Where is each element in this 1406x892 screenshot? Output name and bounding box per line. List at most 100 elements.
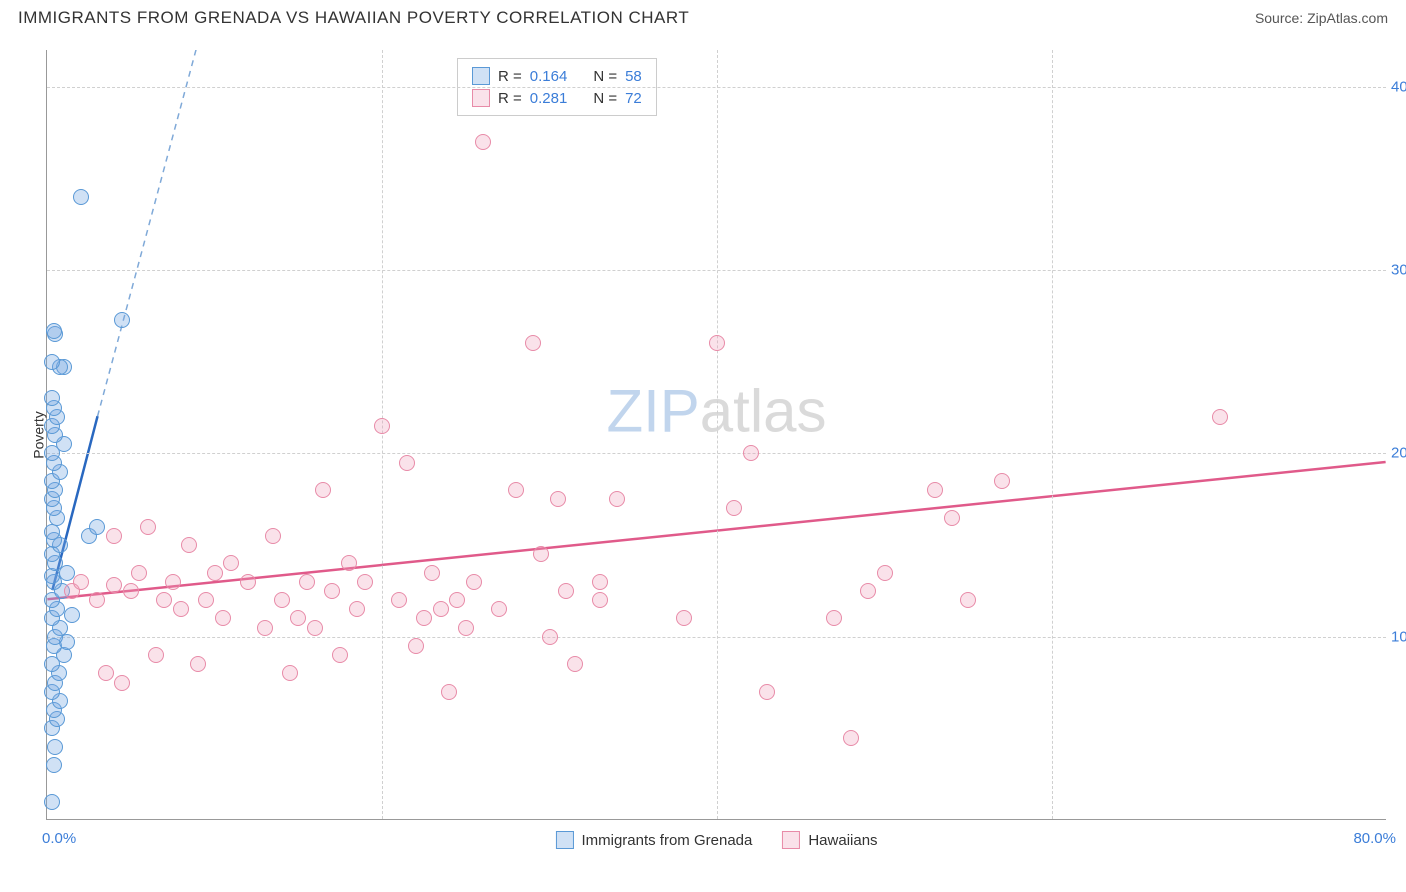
r-value-series2: 0.281 bbox=[530, 90, 568, 107]
data-point bbox=[315, 482, 331, 498]
legend-row-series1: R = 0.164 N = 58 bbox=[472, 65, 642, 87]
data-point bbox=[44, 354, 60, 370]
data-point bbox=[550, 491, 566, 507]
chart-header: IMMIGRANTS FROM GRENADA VS HAWAIIAN POVE… bbox=[0, 0, 1406, 32]
data-point bbox=[148, 647, 164, 663]
data-point bbox=[307, 620, 323, 636]
data-point bbox=[240, 574, 256, 590]
r-label: R = bbox=[498, 90, 522, 107]
data-point bbox=[944, 510, 960, 526]
data-point bbox=[114, 312, 130, 328]
legend-swatch-series2 bbox=[472, 89, 490, 107]
data-point bbox=[106, 577, 122, 593]
data-point bbox=[458, 620, 474, 636]
data-point bbox=[567, 656, 583, 672]
data-point bbox=[349, 601, 365, 617]
data-point bbox=[156, 592, 172, 608]
data-point bbox=[341, 555, 357, 571]
data-point bbox=[47, 739, 63, 755]
data-point bbox=[592, 574, 608, 590]
data-point bbox=[676, 610, 692, 626]
y-tick-label: 30.0% bbox=[1391, 262, 1406, 279]
data-point bbox=[73, 189, 89, 205]
data-point bbox=[265, 528, 281, 544]
data-point bbox=[994, 473, 1010, 489]
data-point bbox=[46, 757, 62, 773]
data-point bbox=[140, 519, 156, 535]
data-point bbox=[299, 574, 315, 590]
x-gridline bbox=[717, 50, 718, 819]
data-point bbox=[843, 730, 859, 746]
source-name: ZipAtlas.com bbox=[1307, 10, 1388, 26]
data-point bbox=[558, 583, 574, 599]
data-point bbox=[759, 684, 775, 700]
data-point bbox=[73, 574, 89, 590]
legend-label-series1: Immigrants from Grenada bbox=[581, 832, 752, 849]
data-point bbox=[592, 592, 608, 608]
r-value-series1: 0.164 bbox=[530, 68, 568, 85]
data-point bbox=[357, 574, 373, 590]
data-point bbox=[466, 574, 482, 590]
data-point bbox=[190, 656, 206, 672]
data-point bbox=[533, 546, 549, 562]
data-point bbox=[98, 665, 114, 681]
data-point bbox=[223, 555, 239, 571]
data-point bbox=[64, 607, 80, 623]
y-tick-label: 10.0% bbox=[1391, 628, 1406, 645]
n-label: N = bbox=[593, 68, 617, 85]
data-point bbox=[207, 565, 223, 581]
data-point bbox=[542, 629, 558, 645]
r-label: R = bbox=[498, 68, 522, 85]
data-point bbox=[290, 610, 306, 626]
legend-item-series2: Hawaiians bbox=[782, 831, 877, 849]
data-point bbox=[424, 565, 440, 581]
data-point bbox=[475, 134, 491, 150]
data-point bbox=[215, 610, 231, 626]
legend-swatch-series1 bbox=[472, 67, 490, 85]
data-point bbox=[399, 455, 415, 471]
data-point bbox=[726, 500, 742, 516]
legend-swatch-bottom-series2 bbox=[782, 831, 800, 849]
data-point bbox=[525, 335, 541, 351]
legend-swatch-bottom-series1 bbox=[555, 831, 573, 849]
data-point bbox=[927, 482, 943, 498]
data-point bbox=[44, 794, 60, 810]
x-gridline bbox=[382, 50, 383, 819]
x-tick-min: 0.0% bbox=[42, 830, 76, 847]
legend-row-series2: R = 0.281 N = 72 bbox=[472, 87, 642, 109]
data-point bbox=[46, 323, 62, 339]
data-point bbox=[491, 601, 507, 617]
data-point bbox=[257, 620, 273, 636]
source-prefix: Source: bbox=[1255, 10, 1307, 26]
data-point bbox=[181, 537, 197, 553]
data-point bbox=[374, 418, 390, 434]
y-tick-label: 40.0% bbox=[1391, 78, 1406, 95]
data-point bbox=[960, 592, 976, 608]
data-point bbox=[441, 684, 457, 700]
data-point bbox=[282, 665, 298, 681]
data-point bbox=[743, 445, 759, 461]
data-point bbox=[449, 592, 465, 608]
chart-source: Source: ZipAtlas.com bbox=[1255, 10, 1388, 26]
data-point bbox=[89, 519, 105, 535]
data-point bbox=[106, 528, 122, 544]
data-point bbox=[433, 601, 449, 617]
data-point bbox=[324, 583, 340, 599]
data-point bbox=[198, 592, 214, 608]
data-point bbox=[173, 601, 189, 617]
n-value-series2: 72 bbox=[625, 90, 642, 107]
n-value-series1: 58 bbox=[625, 68, 642, 85]
data-point bbox=[860, 583, 876, 599]
watermark-part1: ZIP bbox=[606, 378, 699, 445]
legend-item-series1: Immigrants from Grenada bbox=[555, 831, 752, 849]
data-point bbox=[1212, 409, 1228, 425]
chart-title: IMMIGRANTS FROM GRENADA VS HAWAIIAN POVE… bbox=[18, 8, 689, 28]
data-point bbox=[391, 592, 407, 608]
legend-label-series2: Hawaiians bbox=[808, 832, 877, 849]
scatter-chart: Poverty ZIPatlas R = 0.164 N = 58 R = 0.… bbox=[46, 50, 1386, 820]
data-point bbox=[709, 335, 725, 351]
data-point bbox=[44, 390, 60, 406]
x-tick-max: 80.0% bbox=[1353, 830, 1396, 847]
data-point bbox=[416, 610, 432, 626]
data-point bbox=[332, 647, 348, 663]
